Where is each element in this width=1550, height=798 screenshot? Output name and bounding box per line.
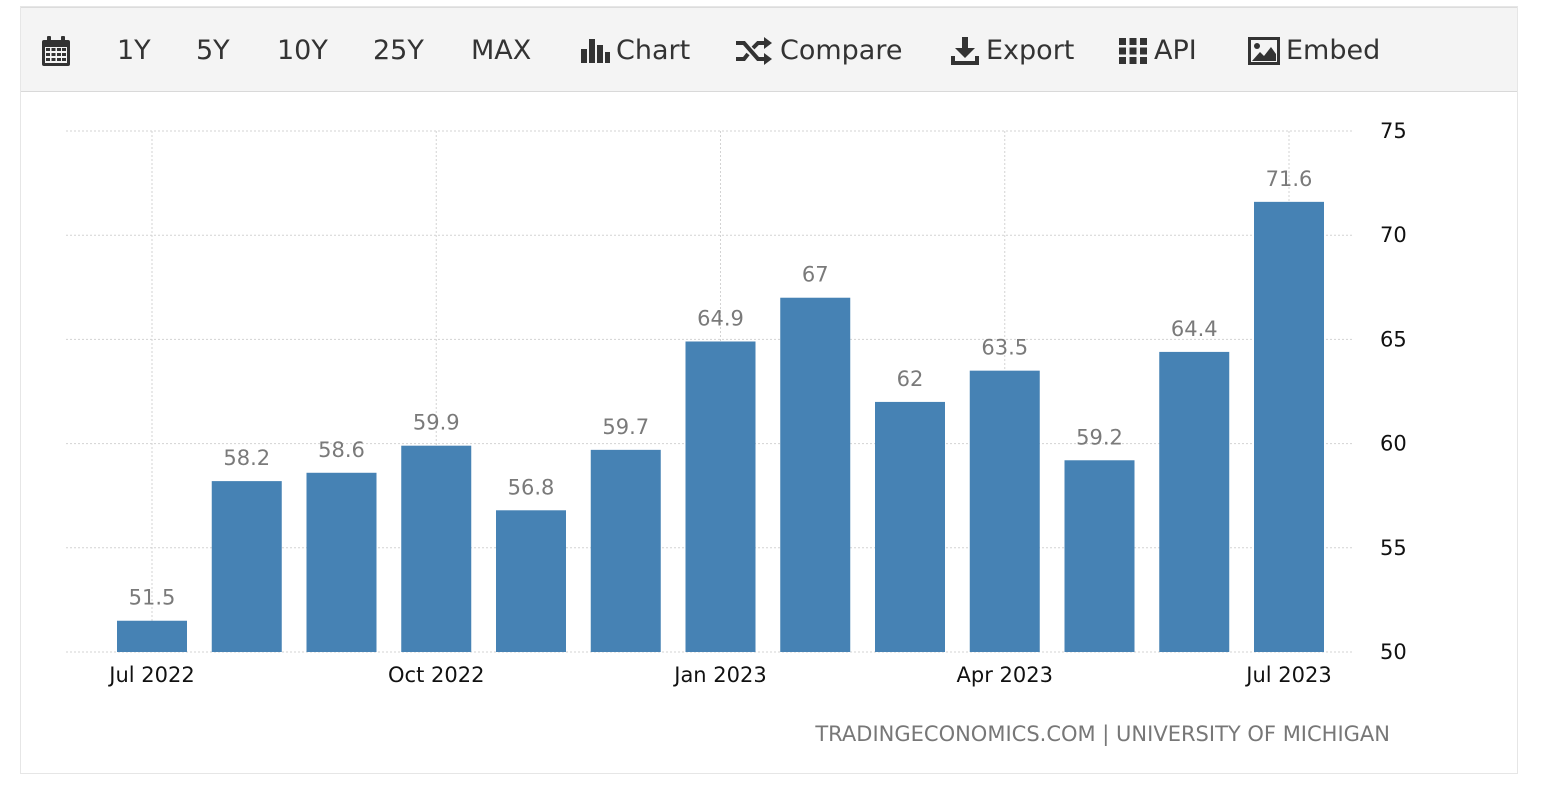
bar-value-label: 59.7 [602,415,649,439]
bar-value-label: 62 [897,367,924,391]
calendar-icon[interactable] [41,8,71,93]
download-icon [950,36,986,66]
bar [211,481,282,652]
bar-value-label: 64.9 [697,306,744,330]
y-tick-label: 65 [1380,327,1407,351]
compare-label: Compare [780,35,903,66]
range-10y-button[interactable]: 10Y [277,35,328,66]
range-25y-button[interactable]: 25Y [373,35,424,66]
bar [496,510,566,652]
y-tick-label: 55 [1380,536,1407,560]
api-label: API [1154,35,1197,66]
bar [969,370,1040,652]
toolbar: 1Y 5Y 10Y 25Y MAX Chart Compare [21,7,1517,92]
embed-label: Embed [1286,35,1381,66]
y-tick-label: 75 [1380,119,1407,143]
export-label: Export [986,35,1075,66]
x-tick-label: Jul 2023 [1244,663,1331,687]
bar-value-label: 58.2 [223,446,270,470]
bar-value-label: 64.4 [1171,317,1218,341]
bar [780,297,851,652]
bar [117,620,187,652]
export-button[interactable]: Export [950,8,1074,93]
bar-value-label: 51.5 [129,586,176,610]
bar-value-label: 59.2 [1076,425,1123,449]
bar [685,341,756,652]
bar-value-label: 56.8 [508,475,555,499]
shuffle-icon [734,36,780,65]
api-button[interactable]: API [1118,8,1197,93]
embed-button[interactable]: Embed [1248,8,1380,93]
x-tick-label: Apr 2023 [957,663,1053,687]
y-tick-label: 70 [1380,223,1407,247]
grid-icon [1118,37,1154,65]
bar [590,449,661,652]
image-icon [1248,36,1286,65]
bar [1064,460,1135,652]
bar-value-label: 59.9 [413,411,460,435]
chart-button[interactable]: Chart [580,8,690,93]
bar [401,445,472,652]
y-tick-label: 60 [1380,432,1407,456]
x-tick-label: Oct 2022 [388,663,484,687]
chart-label: Chart [616,35,691,66]
chart-frame [20,6,1518,774]
x-tick-label: Jan 2023 [672,663,767,687]
y-tick-label: 50 [1380,640,1407,664]
bar-chart-icon [580,37,616,65]
bar [1159,351,1230,652]
range-max-button[interactable]: MAX [471,35,532,66]
bar [875,401,945,652]
bar-value-label: 71.6 [1266,167,1313,191]
bar [1254,201,1324,652]
bar-value-label: 58.6 [318,438,365,462]
range-1y-button[interactable]: 1Y [117,35,151,66]
source-credit: TRADINGECONOMICS.COM | UNIVERSITY OF MIC… [815,722,1390,746]
bar [306,472,377,652]
bar-value-label: 67 [802,263,829,287]
bar-value-label: 63.5 [981,336,1028,360]
compare-button[interactable]: Compare [734,8,902,93]
range-5y-button[interactable]: 5Y [196,35,230,66]
x-tick-label: Jul 2022 [107,663,194,687]
